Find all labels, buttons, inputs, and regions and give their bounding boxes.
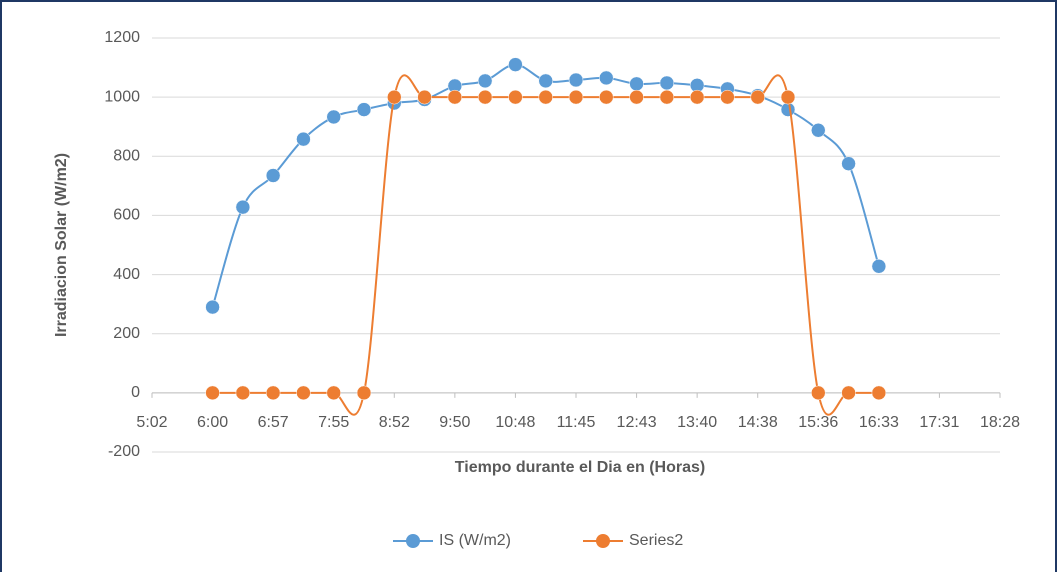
x-axis-title: Tiempo durante el Dia en (Horas) xyxy=(455,459,705,476)
x-tick-label: 16:33 xyxy=(859,414,899,431)
data-point xyxy=(568,72,584,88)
x-tick-label: 9:50 xyxy=(439,414,470,431)
data-point xyxy=(235,199,251,215)
x-tick-label: 6:00 xyxy=(197,414,228,431)
x-tick-label: 12:43 xyxy=(617,414,657,431)
data-point xyxy=(811,385,826,401)
y-tick-label: 200 xyxy=(113,325,140,342)
y-tick-label: 1200 xyxy=(104,29,140,46)
data-point xyxy=(477,73,493,89)
data-point xyxy=(599,89,614,105)
data-point xyxy=(780,102,796,117)
data-point xyxy=(871,259,887,274)
legend-label: IS (W/m2) xyxy=(439,532,511,549)
data-point xyxy=(326,385,341,401)
data-point xyxy=(599,70,614,86)
legend-marker xyxy=(596,534,610,548)
data-point xyxy=(477,89,493,105)
data-point xyxy=(265,385,281,401)
data-point xyxy=(326,109,341,125)
data-point xyxy=(841,385,856,401)
x-tick-label: 10:48 xyxy=(495,414,535,431)
data-point xyxy=(538,89,553,105)
x-tick-label: 18:28 xyxy=(980,414,1020,431)
x-tick-label: 5:02 xyxy=(136,414,167,431)
legend-label: Series2 xyxy=(629,532,683,549)
y-tick-label: 800 xyxy=(113,148,140,165)
data-point xyxy=(811,123,826,138)
y-tick-label: 600 xyxy=(113,207,140,224)
data-point xyxy=(508,57,523,72)
y-axis-title: Irradiacion Solar (W/m2) xyxy=(53,153,70,337)
data-point xyxy=(568,89,584,105)
data-point xyxy=(205,385,220,401)
data-point xyxy=(538,73,553,89)
data-point xyxy=(417,89,432,105)
x-tick-label: 14:38 xyxy=(738,414,778,431)
data-point xyxy=(205,299,220,315)
data-point xyxy=(387,89,402,105)
x-tick-label: 17:31 xyxy=(919,414,959,431)
x-tick-label: 15:36 xyxy=(798,414,838,431)
data-point xyxy=(720,89,735,105)
data-point xyxy=(629,89,644,105)
data-point xyxy=(871,385,887,401)
data-point xyxy=(689,89,705,105)
data-point xyxy=(265,168,281,183)
y-tick-label: 0 xyxy=(131,384,140,401)
data-point xyxy=(356,102,372,117)
legend-marker xyxy=(406,534,420,548)
data-point xyxy=(508,89,523,105)
data-point xyxy=(296,385,311,401)
data-point xyxy=(841,156,856,171)
series-line xyxy=(212,74,879,416)
y-tick-label: 1000 xyxy=(104,88,140,105)
y-tick-label: 400 xyxy=(113,266,140,283)
x-tick-label: 6:57 xyxy=(258,414,289,431)
data-point xyxy=(750,89,765,105)
data-point xyxy=(659,75,675,91)
data-point xyxy=(447,89,463,105)
data-point xyxy=(629,76,644,92)
data-point xyxy=(235,385,251,401)
data-point xyxy=(780,89,796,105)
x-tick-label: 11:45 xyxy=(557,414,596,431)
data-point xyxy=(296,131,311,147)
y-tick-label: -200 xyxy=(108,443,140,460)
data-point xyxy=(356,385,372,401)
data-point xyxy=(659,89,675,105)
x-tick-label: 7:55 xyxy=(318,414,349,431)
x-tick-label: 13:40 xyxy=(677,414,717,431)
x-tick-label: 8:52 xyxy=(379,414,410,431)
